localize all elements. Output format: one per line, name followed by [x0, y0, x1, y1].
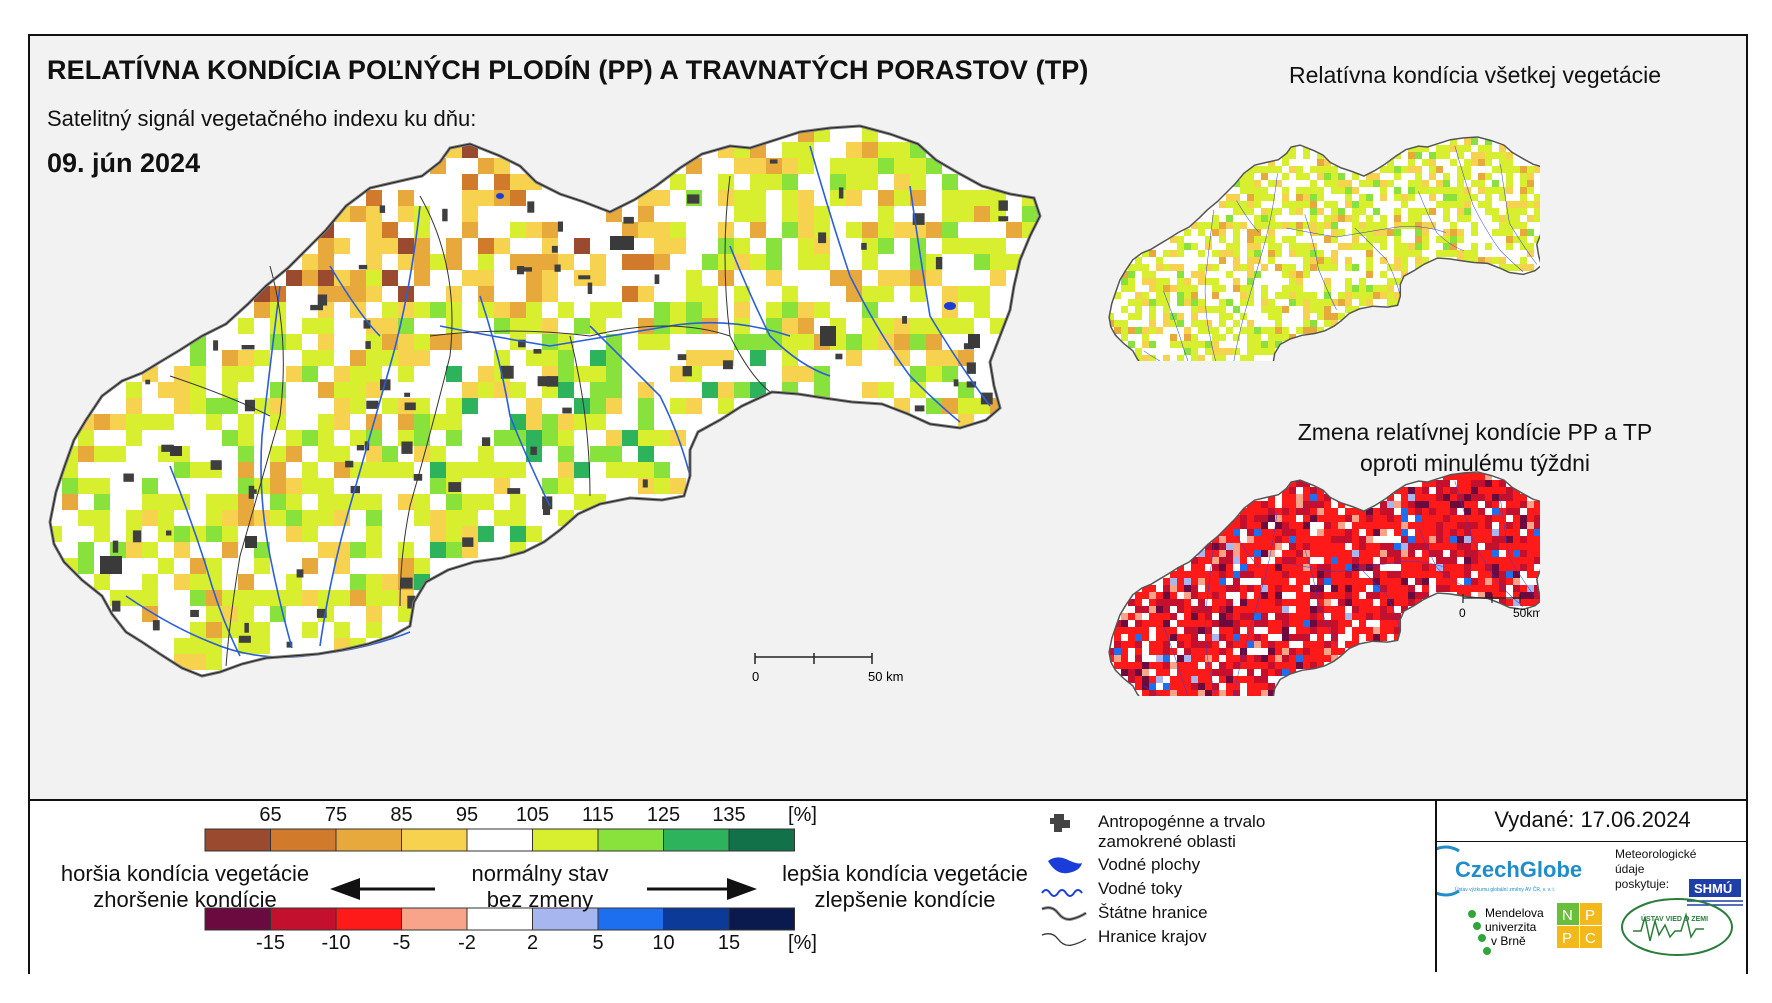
svg-text:ÚSTAV VIED O ZEMI: ÚSTAV VIED O ZEMI [1641, 914, 1708, 923]
svg-text:Ústav výzkumu globální změny A: Ústav výzkumu globální změny AV ČR, v. v… [1455, 886, 1555, 893]
issue-box: Vydané: 17.06.2024 CzechGlobe Ústav výzk… [1435, 801, 1748, 972]
scale-tick-label: 95 [455, 804, 479, 826]
svg-text:0: 0 [1459, 606, 1466, 620]
region-border-icon [1041, 933, 1087, 947]
svg-text:P: P [1585, 907, 1595, 924]
change-colorbar [204, 907, 795, 931]
svg-text:N: N [1562, 907, 1573, 924]
river-icon [1041, 889, 1083, 897]
river-network [125, 145, 991, 658]
report-date: 09. jún 2024 [47, 148, 201, 178]
page-subtitle: Satelitný signál vegetačného indexu ku d… [47, 106, 477, 131]
scalebar-start-label: 0 [752, 669, 759, 684]
scale-unit-label: [%] [788, 804, 817, 826]
scale-tick-label: 135 [712, 804, 746, 826]
svg-text:50km: 50km [1513, 606, 1540, 620]
scale-tick-label: 65 [259, 804, 282, 826]
scale-tick-label: 2 [526, 932, 539, 954]
shmu-logo: SHMÚ [1687, 879, 1743, 906]
meteo-provider-label: Meteorologické údaje poskytuje: [1615, 847, 1697, 891]
legend-bars [204, 828, 795, 931]
svg-text:Mendelova: Mendelova [1485, 906, 1544, 920]
scale-tick-label: 75 [324, 804, 348, 826]
right-arrow-icon [647, 878, 757, 900]
scale-tick-label: 125 [646, 804, 681, 826]
svg-text:P: P [1562, 930, 1572, 947]
water-body-icon [1048, 857, 1082, 874]
region-borders [169, 175, 771, 667]
key-river: Vodné toky [1040, 879, 1182, 901]
worse-label: horšia kondícia vegetácie zhoršenie kondí… [60, 861, 310, 912]
mendel-logo: Mendelova univerzita v Brně [1468, 906, 1544, 955]
map-panel: RELATÍVNA KONDÍCIA POĽNÝCH PLODÍN (PP) A… [30, 36, 1746, 799]
all-vegetation-title: Relatívna kondícia všetkej vegetácie [1288, 62, 1662, 88]
legend-panel: 65 75 85 95 105 115 125 135 [%] -15 -10 -5 -2 2 5 10 15… [30, 799, 1748, 974]
scale-tick-label: 10 [652, 932, 675, 954]
scale-tick-label: 5 [592, 932, 604, 954]
page-title: RELATÍVNA KONDÍCIA POĽNÝCH PLODÍN (PP) A… [47, 55, 1089, 85]
scalebar-end-label: 50 km [868, 669, 903, 684]
state-border-icon [1041, 906, 1087, 921]
key-urban: Antropogénne a trvalo zamokrené oblasti [1040, 812, 1265, 852]
urban-area-icon [1050, 814, 1070, 832]
main-condition-map: 0 50 km [48, 124, 1042, 684]
urban-areas [100, 159, 1009, 648]
inset-scalebar: 0 50km [1459, 594, 1540, 620]
left-arrow-icon [330, 878, 435, 900]
nppc-logo: N P P C [1557, 903, 1602, 948]
svg-text:v Brně: v Brně [1491, 934, 1526, 948]
svg-text:CzechGlobe: CzechGlobe [1455, 857, 1582, 882]
svg-text:C: C [1585, 930, 1596, 947]
condition-colorbar [204, 828, 795, 852]
svg-text:univerzita: univerzita [1485, 920, 1537, 934]
scale-unit-label: [%] [788, 932, 817, 954]
scale-tick-label: 15 [717, 932, 741, 954]
scale-tick-label: -10 [321, 932, 351, 954]
scale-tick-label: 105 [515, 804, 550, 826]
change-map: 0 50km [1108, 471, 1540, 696]
normal-label: normálny stav bez zmeny [471, 861, 609, 912]
all-vegetation-map [1108, 136, 1540, 361]
key-region-border: Hranice krajov [1040, 927, 1207, 949]
scale-tick-label: -5 [392, 932, 411, 954]
scale-tick-label: 85 [390, 804, 413, 826]
czechglobe-logo: CzechGlobe Ústav výzkumu globální změny … [1437, 845, 1582, 897]
partner-logos: CzechGlobe Ústav výzkumu globální změny … [1437, 845, 1743, 956]
scale-tick-label: 115 [582, 804, 614, 826]
uvz-logo: ÚSTAV VIED O ZEMI [1621, 898, 1733, 956]
scale-tick-label: -15 [256, 932, 285, 954]
key-state-border: Štátne hranice [1040, 903, 1208, 925]
map-frame: RELATÍVNA KONDÍCIA POĽNÝCH PLODÍN (PP) A… [28, 34, 1748, 974]
scale-tick-label: -2 [458, 932, 476, 954]
svg-text:SHMÚ: SHMÚ [1694, 881, 1732, 896]
key-water: Vodné plochy [1040, 855, 1200, 877]
better-label: lepšia kondícia vegetácie zlepšenie kondí… [782, 861, 1028, 912]
issue-date: Vydané: 17.06.2024 [1494, 807, 1691, 832]
main-scalebar: 0 50 km [752, 653, 903, 684]
